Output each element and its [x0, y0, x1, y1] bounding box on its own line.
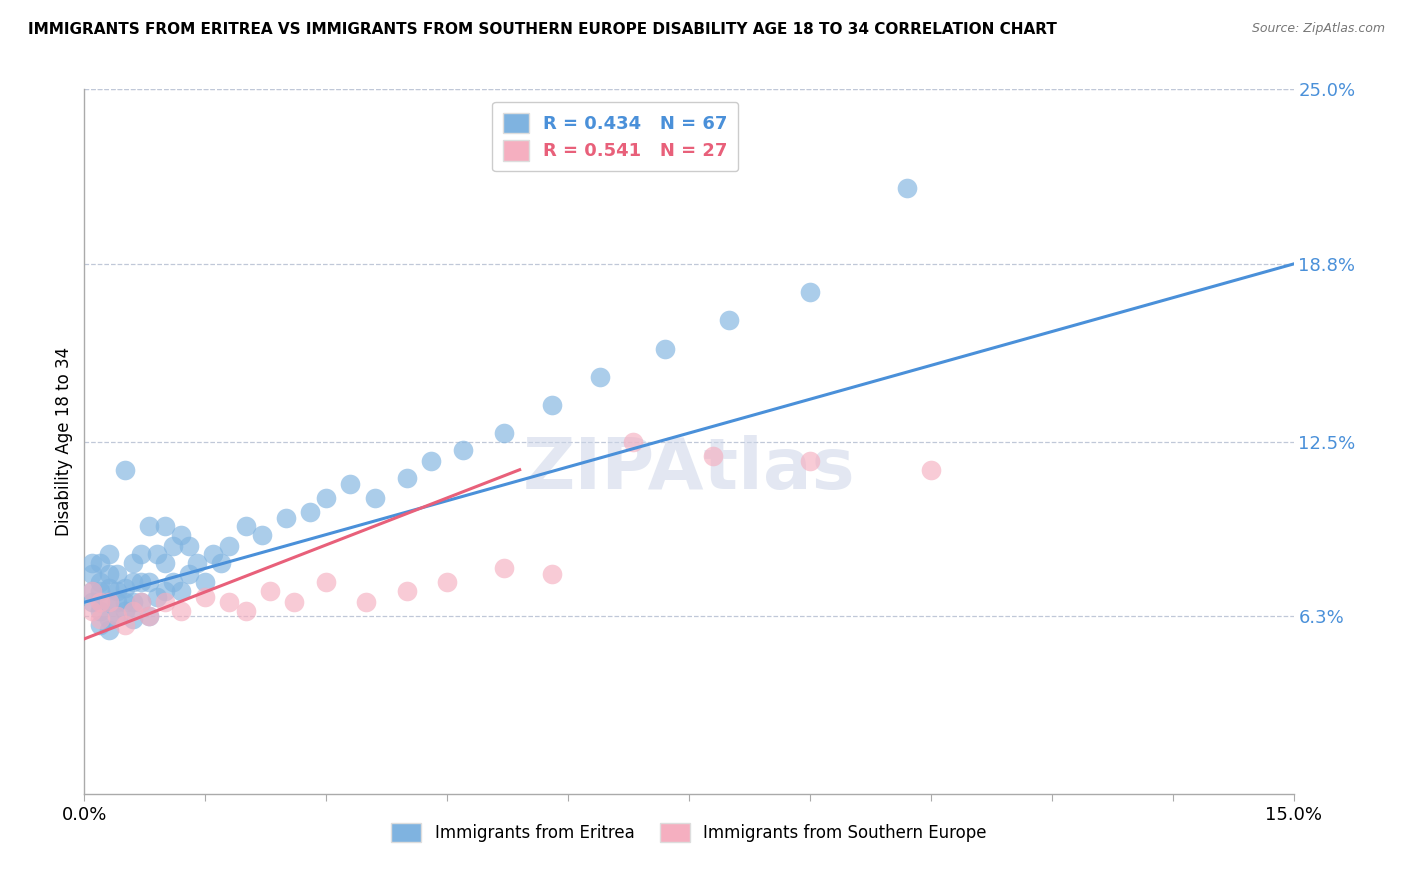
Point [250, 527, 273, 541]
Point [138, 575, 160, 590]
Point [153, 556, 176, 570]
Point [105, 567, 128, 582]
Point [114, 463, 136, 477]
Point [89, 595, 111, 609]
Point [356, 595, 378, 609]
Point [89, 617, 111, 632]
Point [235, 519, 257, 533]
Point [315, 491, 337, 505]
Point [89, 595, 111, 609]
Point [799, 454, 821, 468]
Point [153, 595, 176, 609]
Point [129, 595, 152, 609]
Point [259, 583, 281, 598]
Point [114, 581, 136, 595]
Point [121, 575, 143, 590]
Point [121, 556, 143, 570]
Point [420, 454, 443, 468]
Point [492, 561, 515, 575]
Point [170, 604, 193, 618]
Point [82, 583, 104, 598]
Y-axis label: Disability Age 18 to 34: Disability Age 18 to 34 [55, 347, 73, 536]
Point [89, 575, 111, 590]
Point [436, 575, 458, 590]
Point [799, 285, 821, 300]
Point [105, 583, 128, 598]
Point [114, 595, 136, 609]
Text: ZIPAtlas: ZIPAtlas [523, 435, 855, 504]
Text: Source: ZipAtlas.com: Source: ZipAtlas.com [1251, 22, 1385, 36]
Point [315, 575, 337, 590]
Point [186, 556, 208, 570]
Point [82, 583, 104, 598]
Point [82, 556, 104, 570]
Point [105, 609, 128, 624]
Point [97, 547, 120, 561]
Point [339, 476, 361, 491]
Point [138, 609, 160, 624]
Point [89, 556, 111, 570]
Point [114, 604, 136, 618]
Point [218, 595, 240, 609]
Point [146, 547, 169, 561]
Point [274, 510, 297, 524]
Point [718, 313, 741, 327]
Point [138, 609, 160, 624]
Point [162, 575, 184, 590]
Point [218, 539, 240, 553]
Point [97, 581, 120, 595]
Point [82, 567, 104, 582]
Point [82, 604, 104, 618]
Point [97, 624, 120, 638]
Point [179, 539, 201, 553]
Point [492, 426, 515, 441]
Point [82, 595, 104, 609]
Point [395, 471, 418, 485]
Point [162, 539, 184, 553]
Point [621, 434, 644, 449]
Point [121, 604, 143, 618]
Point [121, 612, 143, 626]
Point [170, 527, 193, 541]
Point [89, 604, 111, 618]
Point [97, 595, 120, 609]
Point [114, 617, 136, 632]
Point [654, 342, 676, 356]
Point [105, 609, 128, 624]
Point [129, 595, 152, 609]
Point [451, 442, 474, 457]
Point [89, 612, 111, 626]
Point [235, 604, 257, 618]
Point [129, 575, 152, 590]
Point [896, 181, 918, 195]
Point [97, 567, 120, 582]
Point [179, 567, 201, 582]
Point [97, 595, 120, 609]
Point [363, 491, 385, 505]
Point [153, 583, 176, 598]
Point [138, 519, 160, 533]
Point [170, 583, 193, 598]
Point [194, 590, 217, 604]
Legend: Immigrants from Eritrea, Immigrants from Southern Europe: Immigrants from Eritrea, Immigrants from… [385, 816, 993, 849]
Text: IMMIGRANTS FROM ERITREA VS IMMIGRANTS FROM SOUTHERN EUROPE DISABILITY AGE 18 TO : IMMIGRANTS FROM ERITREA VS IMMIGRANTS FR… [28, 22, 1057, 37]
Point [129, 547, 152, 561]
Point [702, 449, 724, 463]
Point [105, 595, 128, 609]
Point [97, 612, 120, 626]
Point [209, 556, 232, 570]
Point [153, 519, 176, 533]
Point [146, 590, 169, 604]
Point [121, 595, 143, 609]
Point [541, 398, 564, 412]
Point [299, 505, 322, 519]
Point [920, 463, 942, 477]
Point [589, 369, 612, 384]
Point [395, 583, 418, 598]
Point [194, 575, 217, 590]
Point [202, 547, 225, 561]
Point [283, 595, 305, 609]
Point [89, 583, 111, 598]
Point [541, 567, 564, 582]
